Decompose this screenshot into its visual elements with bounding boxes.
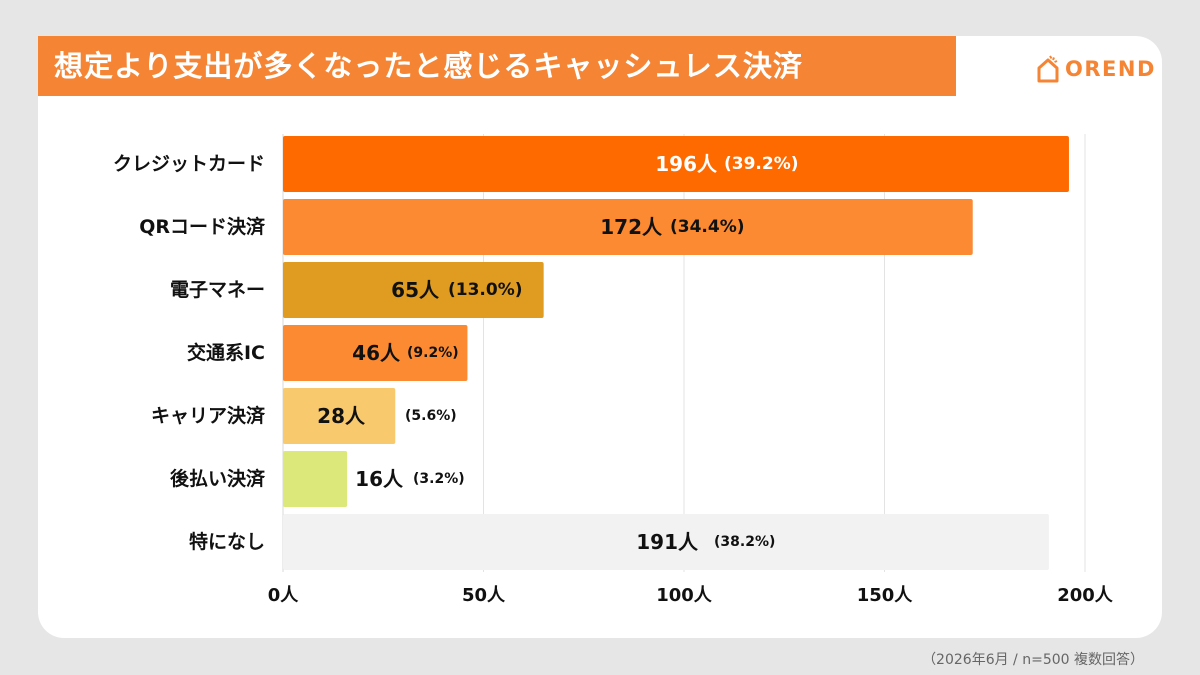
bar [283,199,973,255]
bar [283,514,1049,570]
percent-label: (3.2%) [413,471,465,487]
brand-logo: OREND [1036,52,1156,86]
x-tick-label: 50人 [462,585,506,606]
logo-text: OREND [1065,57,1156,81]
percent-label: (9.2%) [407,345,459,361]
house-icon [1037,55,1059,83]
category-label: 特になし [189,531,265,553]
bar [283,451,348,507]
value-label: 46人 [352,341,401,365]
footnote: （2026年6月 / n=500 複数回答） [922,652,1144,668]
bar [283,136,1069,192]
percent-label: (38.2%) [714,534,775,550]
category-label: QRコード決済 [139,215,266,238]
value-label: 16人 [355,467,404,491]
x-tick-label: 100人 [656,585,713,606]
percent-label: (13.0%) [448,280,523,300]
bar [283,325,468,381]
percent-label: (39.2%) [724,154,799,174]
percent-label: (5.6%) [405,408,457,424]
value-label: 65人 [391,278,440,302]
bar [283,262,544,318]
x-tick-label: 200人 [1057,585,1114,606]
x-tick-label: 150人 [857,585,914,606]
value-label: 191人 [636,530,699,554]
bar [283,388,396,444]
value-label: 196人 [655,152,718,176]
category-label: 電子マネー [170,279,265,301]
title-banner: 想定より支出が多くなったと感じるキャッシュレス決済 [38,36,956,96]
category-label: 交通系IC [187,341,265,364]
category-label: 後払い決済 [170,467,266,490]
percent-label: (34.4%) [670,217,745,237]
chart-title: 想定より支出が多くなったと感じるキャッシュレス決済 [54,49,803,83]
value-label: 28人 [317,404,366,428]
category-label: クレジットカード [113,153,265,175]
value-label: 172人 [600,215,663,239]
x-tick-label: 0人 [268,585,300,606]
category-label: キャリア決済 [151,404,266,427]
